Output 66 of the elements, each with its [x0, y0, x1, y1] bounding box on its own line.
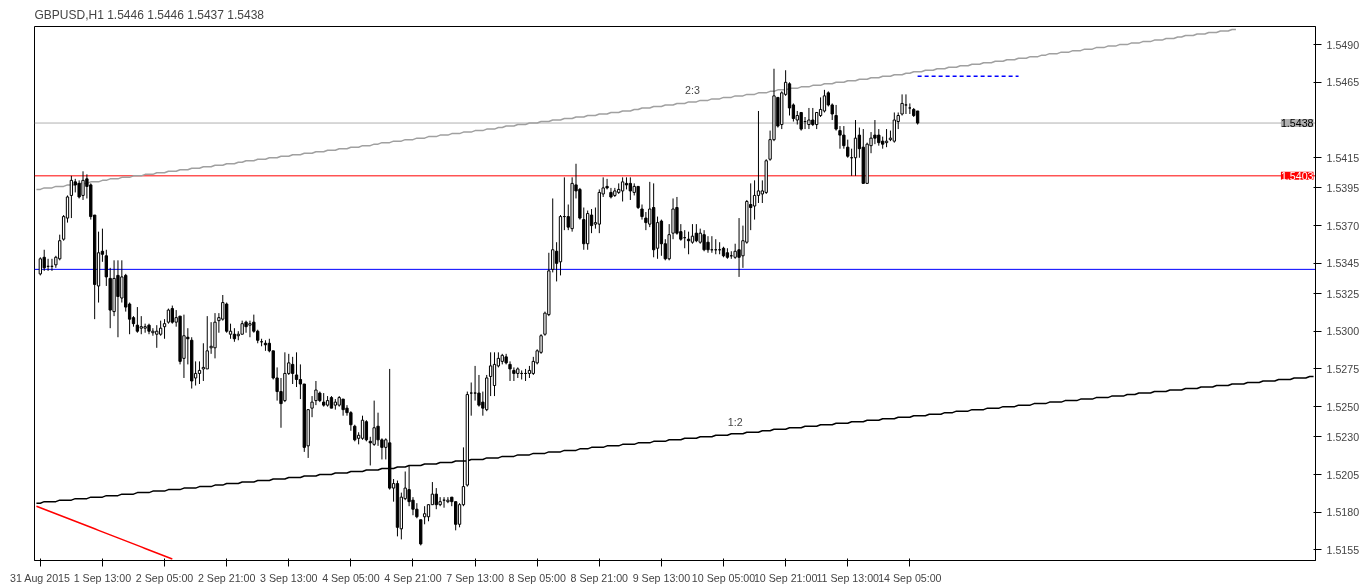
candlestick	[756, 110, 761, 204]
candlestick	[116, 259, 120, 338]
x-tick-label: 10 Sep 05:00	[691, 571, 756, 584]
x-tick-label: 2 Sep 21:00	[197, 571, 256, 584]
x-tick-label: 11 Sep 13:00	[816, 571, 880, 584]
candlestick	[244, 320, 248, 334]
ref-line-label: 1.5438	[1280, 117, 1314, 130]
y-tick-label: 1.5155	[1326, 543, 1360, 556]
candlestick	[294, 351, 299, 388]
y-tick-label: 1.5230	[1326, 430, 1360, 443]
candlestick	[81, 170, 85, 201]
x-tick-label: 2 Sep 05:00	[135, 571, 194, 584]
candlestick	[182, 314, 186, 379]
x-tick-label: 8 Sep 05:00	[508, 571, 567, 584]
candlestick	[659, 219, 664, 257]
candlestick	[360, 415, 365, 441]
series-label: 2:3	[685, 83, 700, 96]
candlestick	[737, 217, 741, 278]
candlestick	[42, 249, 46, 272]
candlestick	[151, 327, 155, 337]
x-tick-label: 8 Sep 21:00	[570, 571, 629, 584]
x-tick-label: 14 Sep 05:00	[878, 571, 942, 584]
y-tick-label: 1.5205	[1326, 468, 1360, 481]
candlestick	[197, 360, 202, 385]
x-tick-label: 4 Sep 05:00	[322, 571, 380, 584]
candlestick	[752, 179, 757, 221]
candlestick	[290, 356, 295, 385]
candlestick	[702, 229, 706, 252]
candlestick	[811, 107, 815, 127]
y-tick-label: 1.5345	[1326, 257, 1360, 270]
candlestick	[853, 119, 858, 177]
candlestick	[248, 320, 252, 338]
series-label: 1:2	[727, 415, 743, 428]
x-tick-label: 9 Sep 13:00	[632, 571, 691, 584]
candlestick	[143, 323, 147, 334]
y-tick-label: 1.5370	[1326, 219, 1360, 232]
y-tick-label: 1.5300	[1326, 325, 1360, 338]
y-tick-label: 1.5395	[1326, 181, 1360, 194]
line-series	[35, 505, 174, 560]
x-tick-label: 31 Aug 2015	[10, 571, 71, 584]
x-tick-label: 7 Sep 13:00	[446, 571, 504, 584]
candlestick	[690, 223, 695, 245]
x-tick-label: 3 Sep 13:00	[260, 571, 318, 584]
candlestick	[364, 419, 369, 442]
candlestick	[706, 235, 710, 254]
candlestick	[446, 496, 450, 504]
candlestick	[170, 305, 174, 325]
x-tick-label: 4 Sep 21:00	[384, 571, 442, 584]
x-tick-label: 1 Sep 13:00	[73, 571, 132, 584]
y-tick-label: 1.5465	[1326, 76, 1360, 89]
candlestick	[434, 487, 438, 510]
y-tick-label: 1.5415	[1326, 151, 1360, 164]
y-tick-label: 1.5275	[1326, 362, 1360, 375]
candlestick	[892, 111, 896, 144]
chart-title: GBPUSD,H1 1.5446 1.5446 1.5437 1.5438	[34, 7, 265, 22]
y-tick-label: 1.5325	[1326, 287, 1360, 300]
y-tick-label: 1.5490	[1326, 38, 1360, 51]
candlestick	[799, 111, 803, 132]
candlestick	[807, 107, 811, 130]
candlestick	[139, 315, 143, 335]
y-tick-label: 1.5250	[1326, 400, 1360, 413]
candlestick	[155, 324, 159, 349]
ref-line-label: 1.5403	[1280, 169, 1314, 182]
candlestick	[508, 360, 512, 382]
y-tick-label: 1.5180	[1326, 506, 1360, 519]
candlestick	[201, 342, 206, 382]
